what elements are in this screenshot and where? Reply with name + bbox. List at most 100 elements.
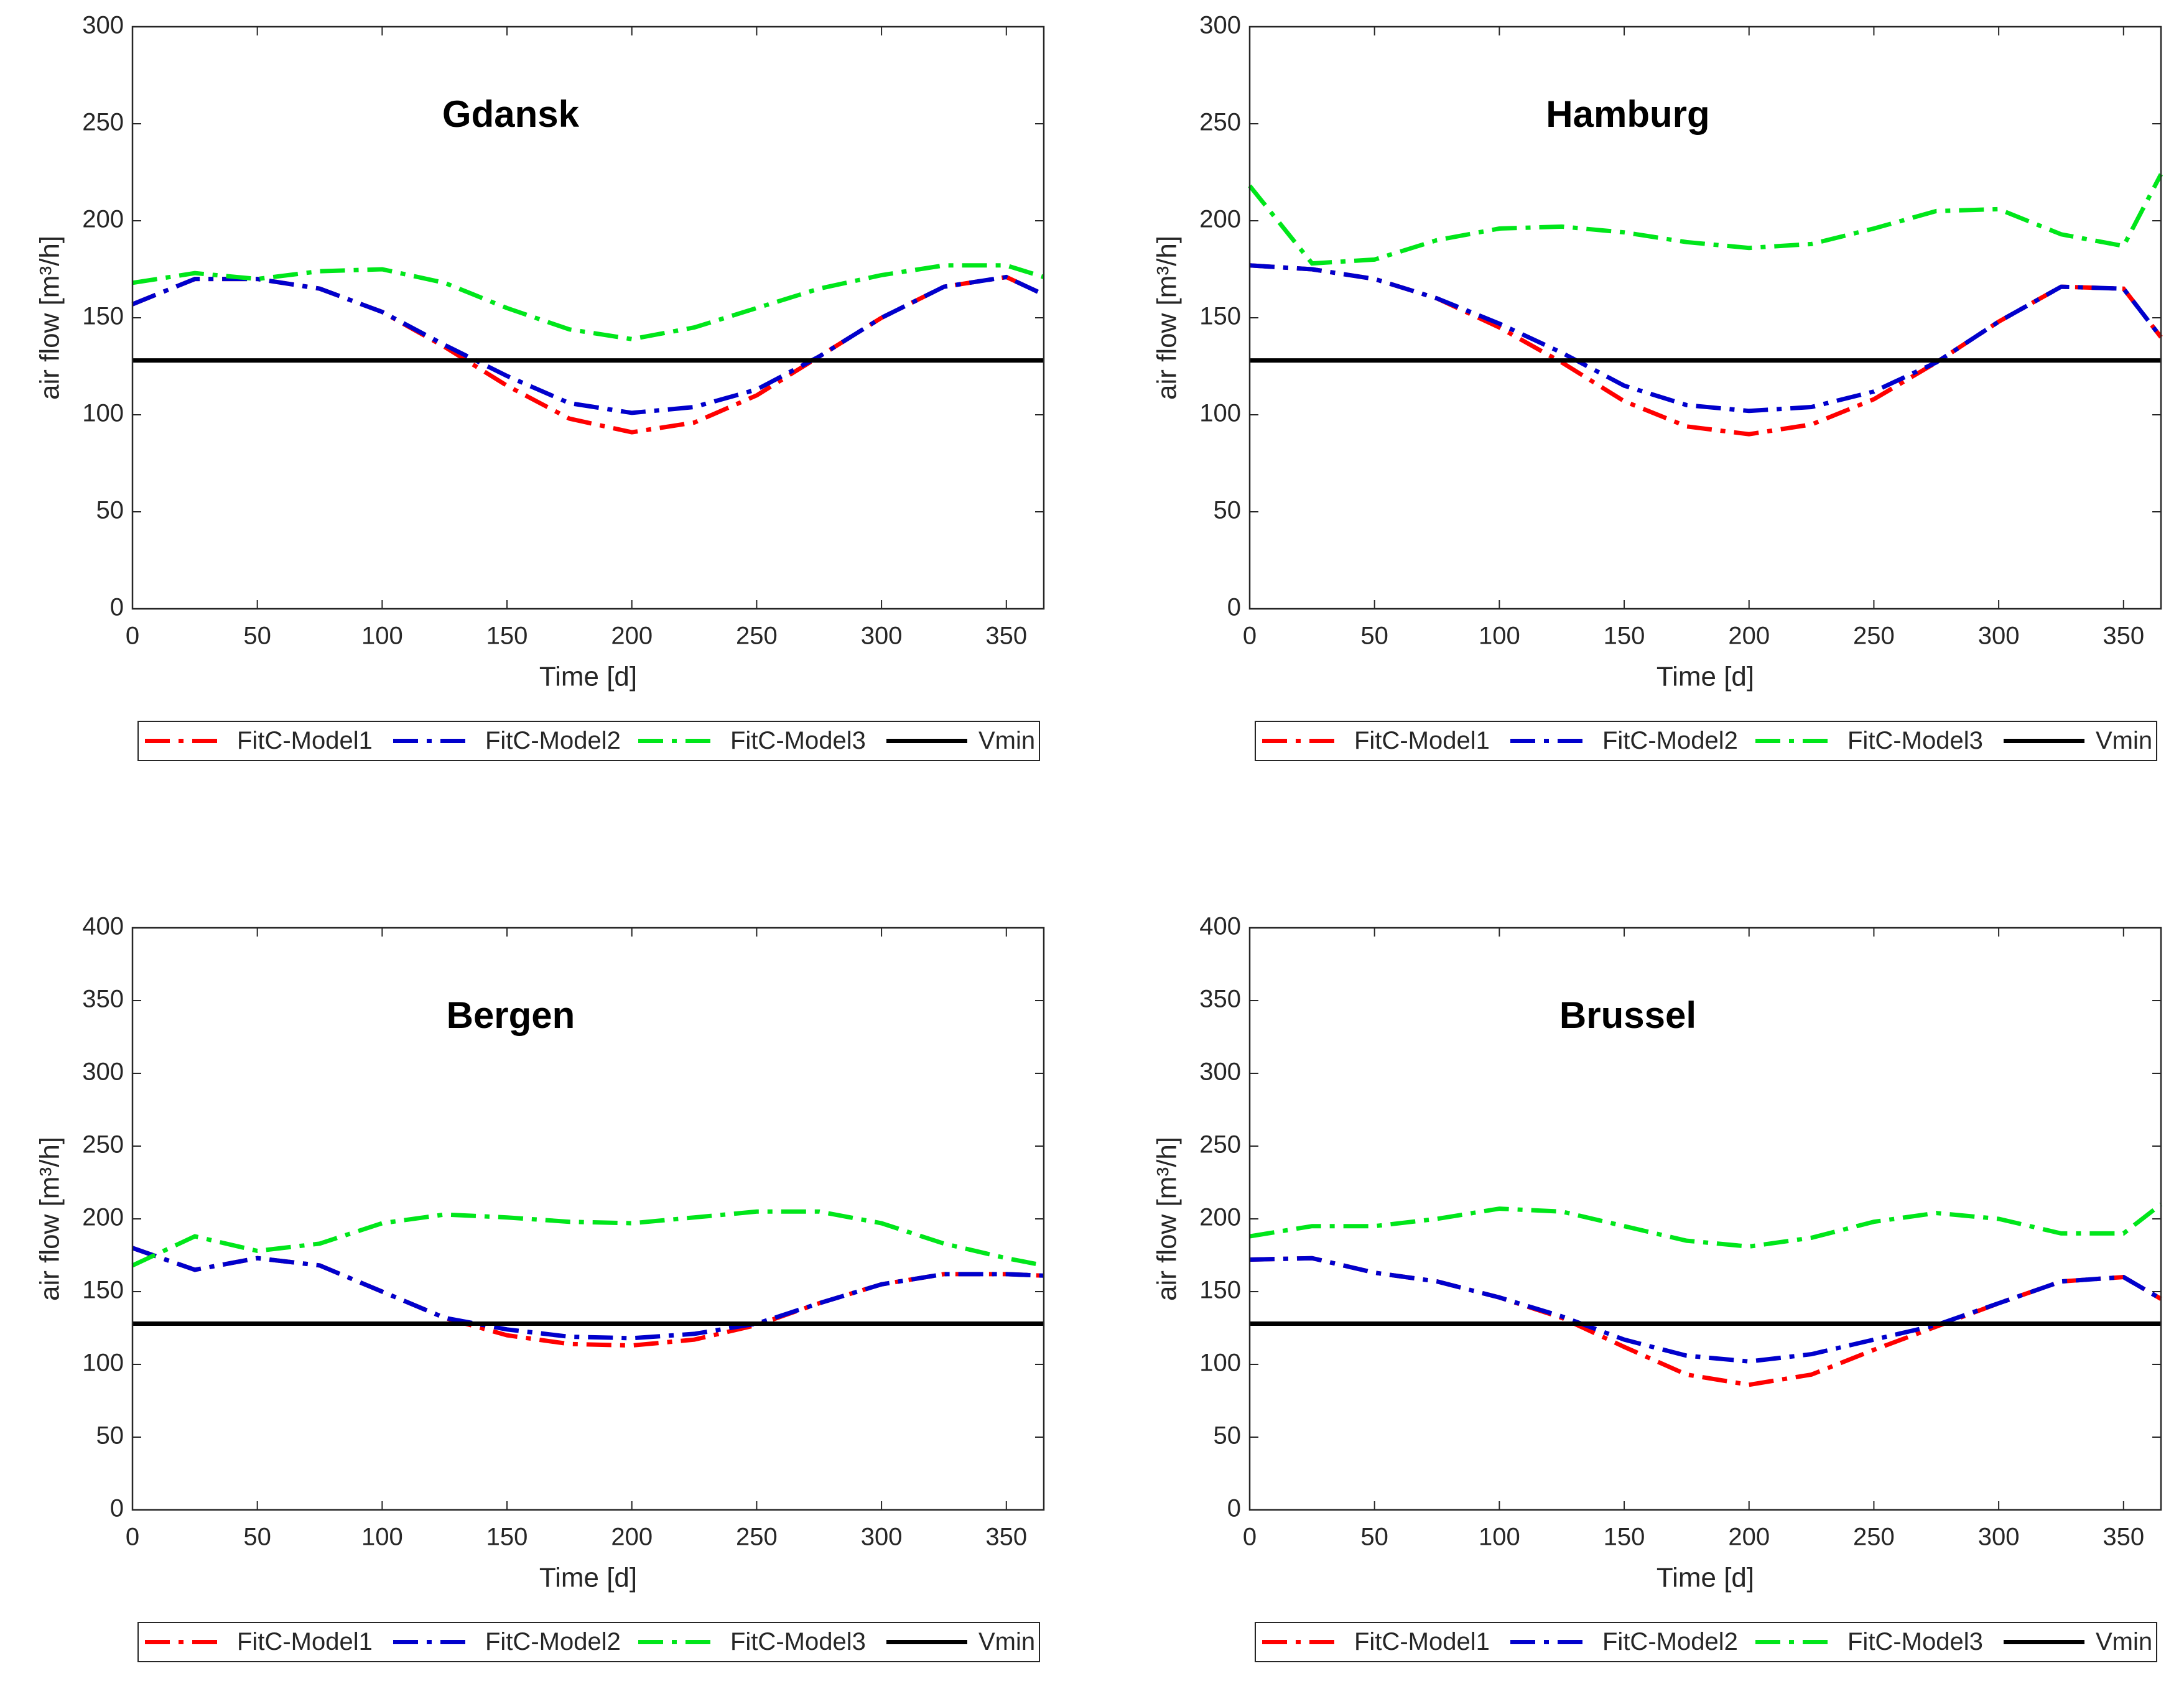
legend-label: FitC-Model2 <box>485 1628 621 1655</box>
y-tick-label: 50 <box>96 497 124 524</box>
legend-label: FitC-Model1 <box>1354 1628 1490 1655</box>
y-tick-label: 400 <box>1199 913 1241 940</box>
legend-label: Vmin <box>2096 1628 2152 1655</box>
x-tick-label: 50 <box>1360 1524 1388 1551</box>
x-tick-label: 100 <box>361 622 403 650</box>
x-tick-label: 300 <box>861 1524 903 1551</box>
x-tick-label: 0 <box>1243 622 1257 650</box>
data-line <box>1249 1256 2162 1364</box>
legend-label: FitC-Model2 <box>485 727 621 754</box>
y-tick-label: 0 <box>110 594 124 621</box>
y-tick-label: 150 <box>82 1277 124 1304</box>
axes-box <box>1248 927 2162 1511</box>
y-tick-label: 100 <box>82 1349 124 1377</box>
y-tick-label: 100 <box>1199 1349 1241 1377</box>
x-tick-label: 200 <box>611 1524 653 1551</box>
y-axis-label: air flow [m³/h] <box>1152 1137 1183 1301</box>
y-tick-label: 150 <box>1199 303 1241 330</box>
y-tick-label: 50 <box>96 1422 124 1450</box>
legend-label: Vmin <box>978 1628 1035 1655</box>
x-tick-label: 200 <box>1728 622 1770 650</box>
x-tick-label: 350 <box>985 1524 1027 1551</box>
x-tick-label: 250 <box>736 1524 778 1551</box>
x-axis-label: Time [d] <box>1657 1563 1754 1593</box>
axes-box <box>1248 25 2162 610</box>
legend-label: FitC-Model1 <box>237 727 373 754</box>
y-tick-label: 150 <box>82 303 124 330</box>
x-axis-label: Time [d] <box>1657 662 1754 692</box>
axes-box <box>131 25 1045 610</box>
x-tick-label: 100 <box>361 1524 403 1551</box>
x-tick-label: 200 <box>1728 1524 1770 1551</box>
y-tick-label: 250 <box>82 1131 124 1159</box>
x-tick-label: 150 <box>486 1524 528 1551</box>
chart-title: Gdansk <box>442 93 580 135</box>
data-line <box>131 1246 1044 1341</box>
data-line <box>132 263 1045 341</box>
y-tick-label: 200 <box>82 206 124 233</box>
legend-label: Vmin <box>2096 727 2152 754</box>
y-axis-label: air flow [m³/h] <box>35 236 65 400</box>
x-tick-label: 150 <box>486 622 528 650</box>
data-line <box>1249 263 2163 414</box>
plot-area <box>132 928 1044 1510</box>
legend-label: Vmin <box>978 727 1035 754</box>
y-tick-label: 50 <box>1214 497 1242 524</box>
axes-box <box>131 927 1045 1511</box>
x-tick-label: 200 <box>611 622 653 650</box>
y-tick-label: 200 <box>1199 206 1241 233</box>
y-tick-label: 300 <box>1199 12 1241 39</box>
legend-label: FitC-Model1 <box>1354 727 1490 754</box>
y-tick-label: 350 <box>1199 986 1241 1013</box>
x-tick-label: 50 <box>1360 622 1388 650</box>
x-axis-label: Time [d] <box>539 1563 637 1593</box>
legend-label: FitC-Model2 <box>1602 727 1738 754</box>
y-tick-label: 0 <box>1227 594 1241 621</box>
y-axis-label: air flow [m³/h] <box>35 1137 65 1301</box>
chart-title: Hamburg <box>1546 93 1709 135</box>
x-tick-label: 50 <box>243 1524 271 1551</box>
y-tick-label: 100 <box>82 400 124 427</box>
x-tick-label: 300 <box>1978 622 2020 650</box>
y-tick-label: 300 <box>82 12 124 39</box>
data-line <box>1249 1202 2163 1249</box>
x-tick-label: 250 <box>736 622 778 650</box>
x-tick-label: 150 <box>1604 1524 1645 1551</box>
y-tick-label: 200 <box>82 1204 124 1231</box>
x-tick-label: 250 <box>1853 622 1895 650</box>
x-tick-label: 100 <box>1479 622 1520 650</box>
plot-area <box>1250 928 2161 1510</box>
y-tick-label: 0 <box>1227 1495 1241 1522</box>
data-line <box>131 1209 1044 1268</box>
x-tick-label: 0 <box>126 1524 139 1551</box>
chart-title: Bergen <box>447 994 575 1036</box>
legend-label: FitC-Model2 <box>1602 1628 1738 1655</box>
x-tick-label: 150 <box>1604 622 1645 650</box>
legend-label: FitC-Model1 <box>237 1628 373 1655</box>
plot-area <box>132 27 1044 609</box>
legend-label: FitC-Model3 <box>1847 727 1983 754</box>
y-tick-label: 300 <box>82 1058 124 1086</box>
y-tick-label: 250 <box>1199 109 1241 136</box>
y-tick-label: 100 <box>1199 400 1241 427</box>
y-tick-label: 250 <box>1199 1131 1241 1159</box>
y-tick-label: 350 <box>82 986 124 1013</box>
x-tick-label: 300 <box>1978 1524 2020 1551</box>
x-tick-label: 0 <box>1243 1524 1257 1551</box>
chart-title: Brussel <box>1559 994 1696 1036</box>
y-tick-label: 150 <box>1199 1277 1241 1304</box>
y-axis-label: air flow [m³/h] <box>1152 236 1183 400</box>
x-tick-label: 50 <box>243 622 271 650</box>
y-tick-label: 50 <box>1214 1422 1242 1450</box>
x-tick-label: 350 <box>2103 1524 2144 1551</box>
y-tick-label: 200 <box>1199 1204 1241 1231</box>
x-tick-label: 250 <box>1853 1524 1895 1551</box>
legend-label: FitC-Model3 <box>730 1628 866 1655</box>
y-tick-label: 400 <box>82 913 124 940</box>
y-tick-label: 300 <box>1199 1058 1241 1086</box>
x-tick-label: 0 <box>126 622 139 650</box>
legend-label: FitC-Model3 <box>730 727 866 754</box>
x-tick-label: 350 <box>985 622 1027 650</box>
legend-label: FitC-Model3 <box>1847 1628 1983 1655</box>
